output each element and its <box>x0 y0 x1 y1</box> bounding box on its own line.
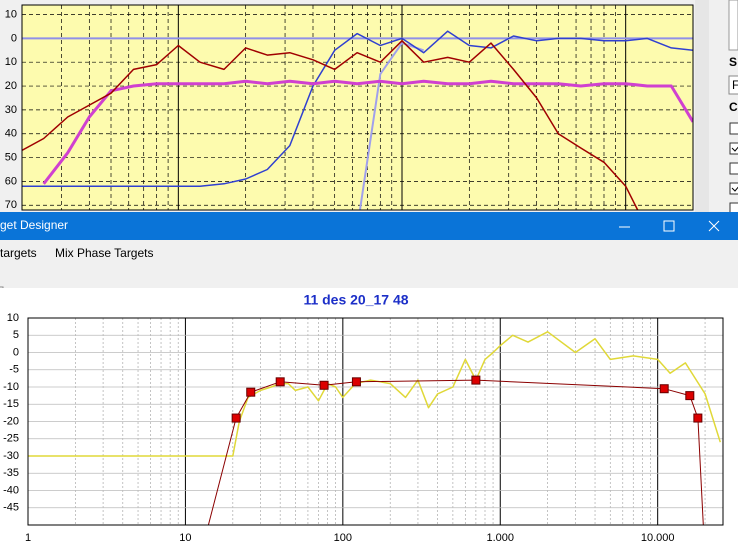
y-tick-label: 0 <box>11 32 17 44</box>
marker <box>351 377 361 387</box>
plot-content <box>22 30 693 210</box>
y-tick-label: -30 <box>3 450 19 462</box>
window-title: get Designer <box>0 218 68 232</box>
y-tick-label: 70 <box>5 199 17 211</box>
y-tick-label: 50 <box>5 151 17 163</box>
checkbox[interactable] <box>729 122 738 135</box>
plot-frame <box>21 4 694 211</box>
y-tick-label: -35 <box>3 467 19 479</box>
checkbox[interactable] <box>729 162 738 175</box>
panel-letter: F <box>732 78 738 92</box>
y-tick-label: 10 <box>5 8 17 20</box>
plot-content <box>28 331 722 525</box>
series-line <box>42 79 693 185</box>
panel-letter: C <box>729 100 738 114</box>
y-tick-label: 40 <box>5 128 17 140</box>
checkbox[interactable] <box>729 142 738 155</box>
marker <box>693 413 703 423</box>
marker <box>319 380 329 390</box>
y-tick-label: -25 <box>3 433 19 445</box>
check <box>731 186 738 192</box>
scrollbar[interactable] <box>695 0 709 212</box>
x-tick-label: 10.000 <box>641 532 675 541</box>
marker <box>275 377 285 387</box>
background-chart: 10 0 10 20 30 40 50 60 70 <box>5 4 694 211</box>
x-tick-label: 1.000 <box>486 532 514 541</box>
y-tick-label: -40 <box>3 484 19 496</box>
x-tick-label: 1 <box>25 532 31 541</box>
panel-box <box>728 0 738 51</box>
marker <box>246 387 256 397</box>
y-tick-label: 30 <box>5 104 17 116</box>
chart-title: 11 des 20_17 48 <box>303 292 408 308</box>
y-tick-label: -15 <box>3 398 19 410</box>
series-line <box>22 30 693 187</box>
marker <box>659 384 669 394</box>
y-tick-label: -10 <box>3 381 19 393</box>
x-tick-label: 100 <box>334 532 352 541</box>
y-tick-label: 20 <box>5 80 17 92</box>
marker <box>685 391 695 401</box>
x-tick-label: 10 <box>179 532 191 541</box>
y-tick-label: 5 <box>13 329 19 341</box>
title-bar <box>0 212 738 240</box>
check <box>731 146 738 152</box>
maximize-button[interactable] <box>663 220 675 232</box>
target-chart: 1 10 100 1.000 10.000 10 5 0 -5 -10 -15 -20 -25 -30 -3… <box>3 292 724 541</box>
menu-item[interactable]: targets <box>0 246 37 260</box>
y-tick-label: 10 <box>5 56 17 68</box>
y-tick-label: -5 <box>9 364 19 376</box>
menu-item[interactable]: Mix Phase Targets <box>55 246 154 260</box>
panel-input[interactable] <box>728 75 738 95</box>
y-tick-label: -20 <box>3 415 19 427</box>
series-line <box>22 40 639 210</box>
panel-letter: S <box>729 55 737 69</box>
marker <box>471 375 481 385</box>
y-tick-label: 10 <box>7 312 19 324</box>
checkbox[interactable] <box>729 182 738 195</box>
series-line <box>358 42 425 210</box>
y-tick-label: 0 <box>13 346 19 358</box>
y-tick-label: -45 <box>3 502 19 514</box>
y-tick-label: 60 <box>5 175 17 187</box>
plot-frame <box>27 317 724 526</box>
checkboxes <box>729 122 738 215</box>
marker <box>231 413 241 423</box>
close-button[interactable] <box>708 220 720 232</box>
plot-area <box>22 5 693 210</box>
menu-toolbar <box>0 240 738 288</box>
